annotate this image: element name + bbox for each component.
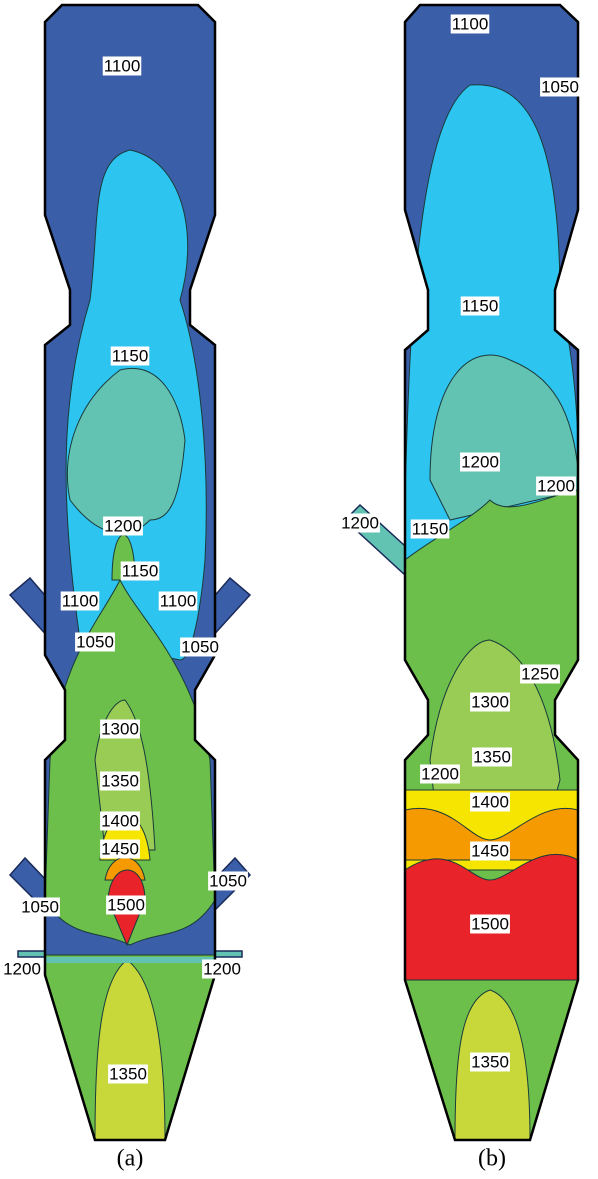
contour-label: 1400: [101, 811, 139, 830]
label-box: [103, 516, 143, 536]
contour-label: 1300: [101, 719, 139, 738]
label-box: [540, 77, 580, 97]
label-box: [470, 914, 510, 934]
contour-label: 1450: [471, 841, 509, 860]
contour-label: 1200: [537, 476, 575, 495]
contour-b: [405, 5, 578, 1140]
label-box: [470, 841, 510, 861]
label-box: [472, 747, 512, 767]
outlines: [43, 3, 580, 1142]
contour-label: 1050: [76, 632, 114, 651]
label-box: [106, 895, 146, 915]
contour-label: 1100: [62, 591, 99, 610]
label-box: [102, 56, 142, 76]
contour-label: 1150: [112, 346, 149, 365]
panel-caption: (a): [117, 1146, 144, 1172]
contour-label: 1250: [521, 664, 559, 683]
contour-label: 1050: [181, 637, 219, 656]
label-box: [20, 897, 60, 917]
contour-label: 1200: [421, 764, 459, 783]
contour-label: 1400: [471, 792, 509, 811]
label-box: [108, 1064, 148, 1084]
label-box: [100, 839, 140, 859]
label-box: [208, 871, 248, 891]
label-box: [2, 959, 42, 979]
label-box: [420, 764, 460, 784]
contour-label: 1350: [473, 747, 511, 766]
contour-label: 1150: [122, 561, 159, 580]
contour-label: 1100: [160, 591, 197, 610]
contour-label: 1350: [471, 1052, 509, 1071]
contour-label: 1350: [101, 771, 139, 790]
contour-label: 1200: [341, 513, 379, 532]
contour-label: 1300: [471, 692, 509, 711]
label-box: [180, 637, 220, 657]
contour-label: 1500: [107, 895, 145, 914]
contour-label: 1050: [209, 871, 247, 890]
label-box: [100, 719, 140, 739]
contour-label: 1150: [462, 296, 499, 315]
contour-label: 1500: [471, 914, 509, 933]
contour-label: 1100: [452, 14, 489, 33]
contour-label: 1350: [109, 1064, 147, 1083]
label-box: [75, 632, 115, 652]
label-box: [202, 959, 242, 979]
label-box: [340, 513, 380, 533]
label-box: [460, 296, 500, 316]
label-box: [460, 452, 500, 472]
label-box: [110, 346, 150, 366]
contour-label: 1050: [21, 897, 59, 916]
label-box: [60, 591, 100, 611]
label-box: [520, 664, 560, 684]
label-box: [100, 771, 140, 791]
label-box: [470, 692, 510, 712]
label-box: [450, 14, 490, 34]
contour-label: 1200: [461, 452, 499, 471]
panel-caption: (b): [478, 1146, 506, 1172]
label-box: [120, 561, 160, 581]
contour-label: 1200: [203, 959, 241, 978]
contour-label: 1200: [104, 516, 142, 535]
label-box: [410, 519, 450, 539]
label-box: [470, 1052, 510, 1072]
contour-label: 1100: [104, 56, 141, 75]
contour-label: 1050: [541, 77, 579, 96]
contour-label: 1200: [3, 959, 41, 978]
label-box: [536, 476, 576, 496]
label-box: [470, 792, 510, 812]
label-box: [100, 811, 140, 831]
contour-label: 1450: [101, 839, 139, 858]
contour-label: 1150: [412, 519, 449, 538]
label-box: [158, 591, 198, 611]
